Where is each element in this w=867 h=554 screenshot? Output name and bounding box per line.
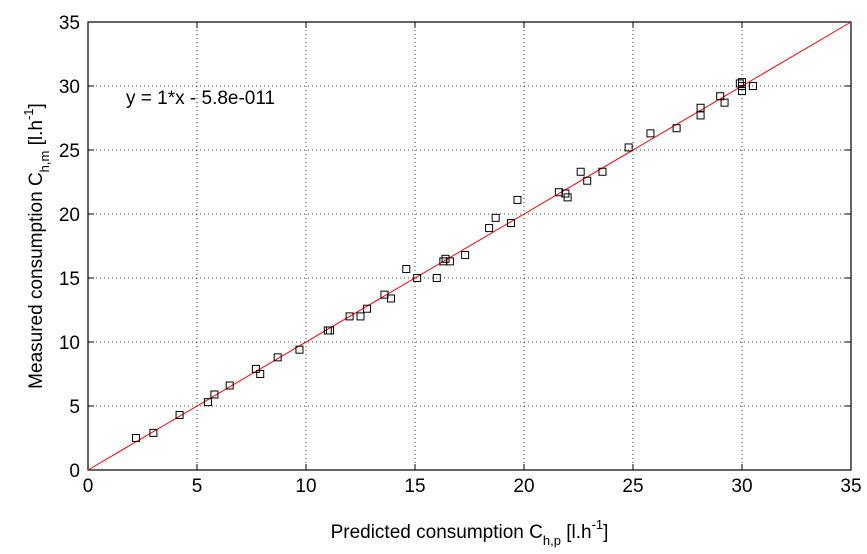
x-tick-label: 10 — [295, 476, 316, 497]
x-axis-label-sup: -1 — [592, 517, 604, 532]
x-tick-label: 20 — [513, 476, 534, 497]
data-point — [445, 257, 454, 266]
data-point — [251, 364, 260, 373]
data-point — [583, 176, 592, 185]
data-point — [738, 82, 746, 90]
data-point — [295, 345, 304, 354]
data-point — [513, 195, 522, 204]
plot-frame — [87, 21, 852, 471]
data-point — [720, 98, 729, 107]
fit-equation: y = 1*x - 5.8e-011 — [126, 88, 275, 109]
data-point — [175, 410, 184, 419]
x-axis-label-main: Predicted consumption C — [331, 522, 543, 543]
data-point — [598, 167, 607, 176]
data-point — [432, 274, 441, 282]
data-point — [345, 312, 354, 321]
data-point — [646, 129, 655, 138]
data-point — [735, 79, 744, 88]
y-axis-label-main: Measured consumption C — [26, 172, 47, 389]
x-tick-label: 15 — [404, 476, 425, 497]
x-tick-label: 30 — [731, 476, 752, 497]
data-point — [738, 87, 746, 96]
x-axis-label-sub: h,p — [543, 533, 561, 548]
y-axis-label: Measured consumption Ch,m [l.h-1] — [21, 103, 52, 389]
data-points — [131, 78, 757, 442]
x-axis-label-unit-open: [l.h — [561, 522, 592, 543]
x-tick-label: 35 — [840, 476, 861, 497]
axis-ticks: 0 5 10 15 20 25 30 35 0 5 10 15 20 25 30 35 — [59, 13, 862, 497]
y-tick-label: 15 — [59, 269, 80, 290]
data-point — [131, 434, 140, 442]
data-point — [696, 103, 705, 112]
y-tick-label: 35 — [59, 13, 80, 34]
data-point — [672, 124, 681, 133]
data-point — [210, 390, 219, 399]
x-axis-label-unit-close: ] — [603, 522, 608, 543]
x-tick-label: 5 — [192, 476, 203, 497]
y-tick-label: 0 — [69, 461, 80, 482]
y-axis-label-unit-open: [l.h — [26, 120, 47, 151]
data-point — [273, 353, 282, 362]
data-point — [225, 381, 234, 390]
data-point — [413, 274, 422, 282]
data-point — [256, 370, 265, 378]
data-point — [491, 213, 500, 222]
data-point — [624, 143, 633, 152]
data-point — [696, 111, 705, 120]
y-tick-label: 25 — [59, 141, 80, 162]
data-point — [325, 326, 334, 335]
data-point — [149, 428, 158, 437]
y-axis-label-unit-close: ] — [26, 103, 47, 108]
data-point — [402, 265, 411, 274]
y-tick-label: 20 — [59, 205, 80, 226]
y-tick-label: 30 — [59, 77, 80, 98]
y-axis-label-sup: -1 — [21, 108, 36, 120]
data-point — [485, 224, 494, 233]
data-point — [461, 250, 470, 259]
data-point — [441, 254, 450, 263]
x-tick-label: 25 — [622, 476, 643, 497]
data-point — [203, 398, 212, 407]
data-point — [387, 294, 396, 303]
x-tick-label: 0 — [83, 476, 94, 497]
y-tick-label: 10 — [59, 333, 80, 354]
data-point — [356, 312, 365, 321]
y-tick-label: 5 — [69, 397, 80, 418]
y-axis-label-sub: h,m — [37, 151, 52, 173]
data-point — [563, 193, 572, 202]
data-point — [506, 218, 515, 227]
grid-lines — [88, 22, 851, 470]
data-point — [748, 82, 757, 90]
data-point — [716, 92, 725, 101]
x-axis-label: Predicted consumption Ch,p [l.h-1] — [331, 517, 609, 548]
data-point — [363, 304, 372, 313]
data-point — [576, 167, 585, 176]
